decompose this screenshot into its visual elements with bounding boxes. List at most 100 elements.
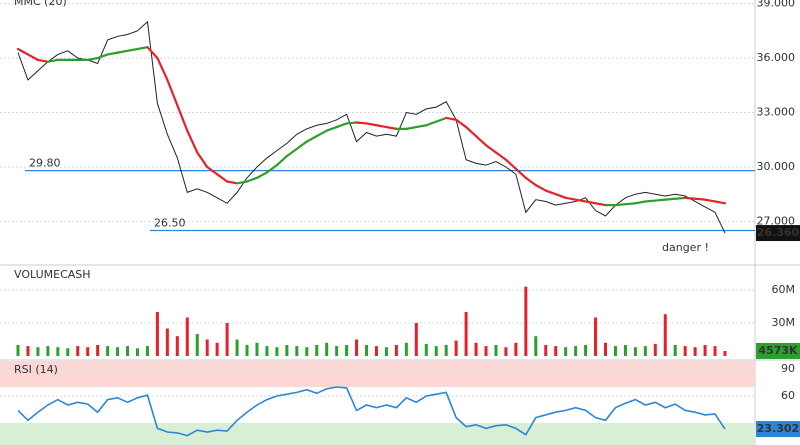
moving-average-segment (514, 167, 527, 179)
volume-bar (414, 322, 418, 356)
moving-average-segment (136, 46, 149, 51)
last-value-box (756, 225, 800, 242)
volume-bar (155, 311, 159, 356)
y-tick-label: 36.000 (757, 51, 796, 64)
moving-average-segment (644, 199, 657, 203)
moving-average-segment (534, 184, 547, 192)
moving-average-segment (674, 196, 687, 200)
volume-bar (384, 347, 388, 356)
pane-title: RSI (14) (14, 363, 58, 376)
volume-bar (723, 350, 727, 356)
volume-bar (76, 346, 80, 356)
pane (0, 3, 755, 234)
volume-bar (524, 286, 528, 356)
volume-bar (613, 346, 617, 356)
moving-average-segment (584, 200, 597, 205)
moving-average-segment (425, 120, 438, 127)
volume-bar (175, 336, 179, 356)
moving-average-segment (484, 144, 498, 154)
volume-bar (235, 339, 239, 356)
moving-average-segment (474, 135, 488, 147)
moving-average-segment (146, 46, 159, 60)
y-tick-label: 30M (772, 316, 796, 329)
volume-bar (16, 344, 20, 356)
level-label: 29.80 (29, 157, 61, 170)
volume-bar (394, 344, 398, 356)
volume-bar (604, 342, 608, 356)
moving-average-segment (245, 176, 259, 183)
pane-title: MMC (20) (14, 0, 67, 8)
moving-average-segment (455, 118, 468, 129)
volume-bar (295, 346, 299, 356)
volume-bar (46, 346, 50, 356)
volume-bar (36, 347, 40, 356)
moving-average-segment (265, 164, 279, 174)
moving-average-segment (275, 154, 288, 167)
volume-bar (245, 344, 249, 356)
volume-bar (594, 317, 598, 356)
moving-average-segment (166, 78, 179, 107)
moving-average-segment (574, 198, 587, 203)
moving-average-segment (86, 56, 99, 61)
volume-bar (255, 342, 259, 356)
volume-bar (26, 346, 30, 356)
moving-average-segment (713, 200, 727, 205)
volume-bar (574, 346, 578, 356)
moving-average-segment (355, 121, 368, 125)
volume-bar (494, 344, 498, 356)
volume-bar (106, 346, 110, 356)
pane (0, 361, 755, 445)
moving-average-segment (16, 47, 30, 56)
volume-bar (145, 346, 149, 356)
moving-average-segment (116, 49, 129, 54)
moving-average-segment (96, 53, 109, 60)
volume-bar (315, 344, 319, 356)
volume-bar (484, 346, 488, 356)
y-tick-label: 60 (781, 389, 795, 402)
moving-average-segment (524, 176, 537, 187)
moving-average-segment (654, 198, 667, 202)
moving-average-segment (295, 140, 308, 150)
annotation: danger ! (662, 241, 709, 254)
volume-bar (444, 344, 448, 356)
volume-bar (663, 314, 667, 356)
moving-average-segment (255, 171, 269, 179)
volume-bar (135, 348, 139, 356)
moving-average-segment (664, 197, 677, 201)
volume-bar (374, 346, 378, 356)
volume-bar (56, 347, 60, 356)
moving-average-segment (405, 125, 418, 130)
volume-bar (165, 328, 169, 356)
volume-bar (643, 346, 647, 356)
volume-bar (225, 322, 229, 356)
last-value-box (756, 421, 800, 438)
moving-average-segment (235, 180, 249, 185)
moving-average-segment (36, 58, 49, 63)
volume-bar (584, 344, 588, 356)
moving-average-segment (435, 116, 448, 123)
volume-bar (673, 344, 677, 356)
last-value-label: 23.302 (757, 422, 799, 435)
moving-average-segment (206, 165, 219, 176)
volume-bar (693, 347, 697, 356)
volume-bar (713, 346, 717, 356)
y-tick-label: 90 (781, 362, 795, 375)
pane-title: VOLUMECASH (14, 268, 91, 281)
y-tick-label: 60M (772, 283, 796, 296)
volume-bar (126, 346, 130, 356)
moving-average-segment (684, 196, 697, 200)
volume-bar (66, 348, 70, 356)
moving-average-segment (694, 197, 707, 201)
volume-bar (205, 339, 209, 356)
volume-bar (355, 339, 359, 356)
volume-bar (633, 347, 637, 356)
moving-average-segment (375, 124, 388, 129)
volume-bar (554, 346, 558, 356)
moving-average-segment (46, 58, 59, 63)
band (0, 423, 755, 445)
y-tick-label: 27.000 (757, 214, 796, 227)
last-value-label: 26.360 (757, 226, 800, 239)
y-tick-label: 30.000 (757, 160, 796, 173)
volume-bar (265, 346, 269, 356)
